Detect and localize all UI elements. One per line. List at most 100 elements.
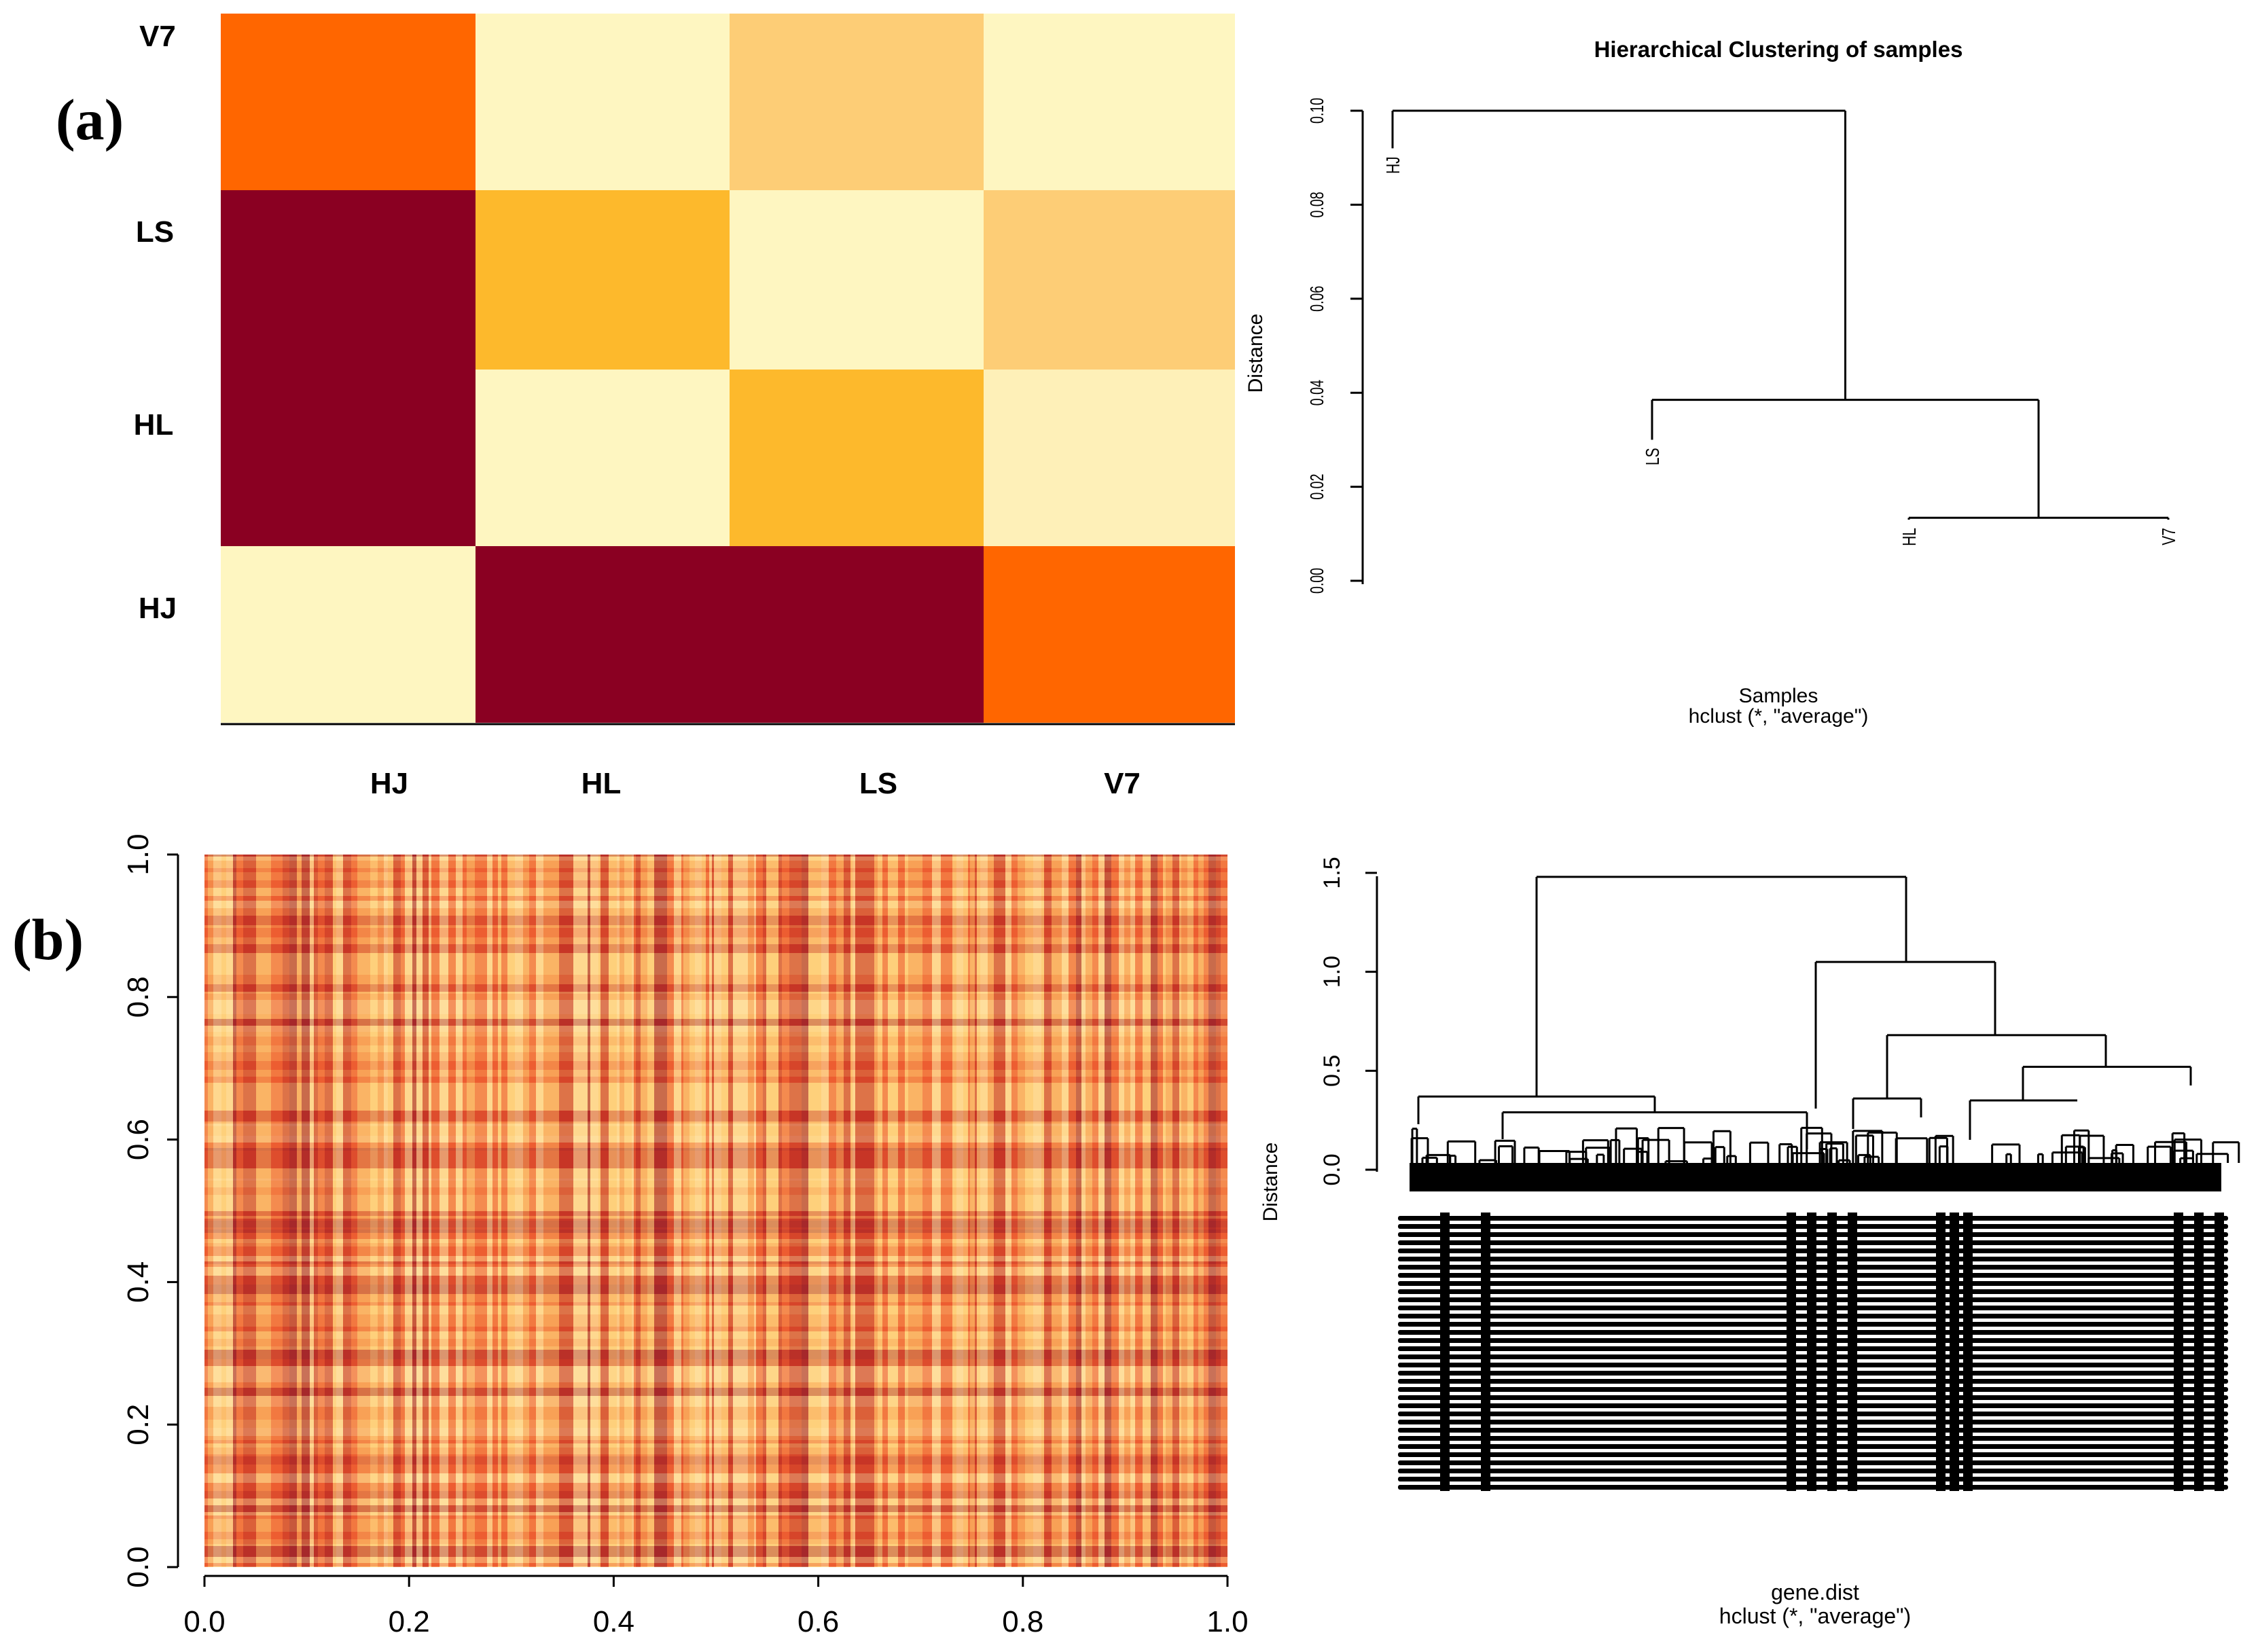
gene-heatmap-col — [581, 855, 588, 1567]
gene-heatmap-row — [204, 969, 1227, 975]
gene-heatmap-col — [733, 855, 740, 1567]
gene-heatmap-col — [814, 855, 821, 1567]
gene-heatmap-row — [204, 1219, 1227, 1221]
gene-heatmap-col — [882, 855, 888, 1567]
gene-heatmap-col — [598, 855, 600, 1567]
gene-heatmap-col — [855, 855, 861, 1567]
gene-heatmap-col — [1194, 855, 1198, 1567]
gene-heatmap-col — [498, 855, 501, 1567]
gene-heatmap-col — [590, 855, 598, 1567]
gene-heatmap-col — [853, 855, 855, 1567]
gene-heatmap-row — [204, 855, 1227, 857]
gene-heatmap-row — [204, 1557, 1227, 1563]
gene-heatmap-row — [204, 1546, 1227, 1554]
gene-heatmap-col — [357, 855, 363, 1567]
gene-heatmap-row — [204, 1503, 1227, 1505]
gene-heatmap-col — [927, 855, 932, 1567]
gene-heatmap-col — [573, 855, 581, 1567]
gene-heatmap-col — [728, 855, 733, 1567]
gene-heatmap-col — [213, 855, 221, 1567]
gene-heatmap-col — [384, 855, 388, 1567]
gene-heatmap-row — [204, 1267, 1227, 1276]
gene-heatmap-row — [204, 1041, 1227, 1045]
gene-heatmap-col — [507, 855, 515, 1567]
gene-heatmap-row — [204, 1318, 1227, 1327]
row-label-ls: LS — [136, 215, 174, 249]
gene-heatmap-col — [423, 855, 429, 1567]
gene-leaf-label-column — [2215, 1213, 2224, 1491]
gene-heatmap-col — [208, 855, 213, 1567]
gene-heatmap-row — [204, 1465, 1227, 1473]
gene-heatmap-col — [721, 855, 728, 1567]
gene-heatmap-row — [204, 1388, 1227, 1396]
gene-heatmap-row — [204, 1177, 1227, 1179]
gene-heatmap-col — [700, 855, 702, 1567]
gene-heatmap-col — [1198, 855, 1204, 1567]
gene-heatmap-row — [204, 868, 1227, 872]
gene-heatmap-col — [983, 855, 988, 1567]
gene-heatmap-row — [204, 984, 1227, 992]
gene-heatmap-col — [1098, 855, 1105, 1567]
heatmap-cell-hj-hj — [221, 546, 476, 723]
gene-heatmap-col — [1025, 855, 1033, 1567]
gene-heatmap-row — [204, 888, 1227, 896]
sample-dendrogram-tick-label: 0.02 — [1307, 474, 1328, 500]
gene-heatmap-x-tick-label: 0.2 — [389, 1605, 430, 1638]
gene-heatmap-row — [204, 1554, 1227, 1557]
gene-heatmap-row — [204, 857, 1227, 861]
gene-heatmap-col — [1092, 855, 1098, 1567]
gene-heatmap-col — [778, 855, 782, 1567]
gene-dendrogram-x-label: gene.dist — [1771, 1580, 1859, 1604]
heatmap-cell-hj-ls — [730, 546, 984, 723]
heatmap-cell-ls-hj — [221, 190, 476, 370]
gene-heatmap-col — [1001, 855, 1005, 1567]
gene-dendrogram-y-label: Distance — [1259, 1143, 1282, 1222]
gene-heatmap-row — [204, 1070, 1227, 1077]
gene-leaf-label-column — [1787, 1213, 1796, 1491]
gene-heatmap-col — [1119, 855, 1124, 1567]
heatmap-cell-hl-hl — [476, 370, 730, 546]
gene-heatmap-row — [204, 1327, 1227, 1331]
gene-heatmap-row — [204, 1221, 1227, 1227]
gene-heatmap-col — [634, 855, 636, 1567]
gene-heatmap-col — [617, 855, 620, 1567]
gene-heatmap-row — [204, 1026, 1227, 1032]
gene-heatmap-col — [236, 855, 243, 1567]
sample-dendrogram-tick-label: 0.04 — [1307, 380, 1328, 406]
gene-heatmap-row — [204, 861, 1227, 868]
gene-heatmap-x-tick-label: 1.0 — [1206, 1605, 1248, 1638]
gene-heatmap-col — [567, 855, 573, 1567]
gene-dendrogram-tree — [1410, 876, 2240, 1191]
gene-heatmap-col — [636, 855, 641, 1567]
gene-heatmap-col — [440, 855, 442, 1567]
gene-heatmap-col — [695, 855, 700, 1567]
gene-heatmap-row — [204, 916, 1227, 925]
gene-heatmap-col — [898, 855, 905, 1567]
gene-heatmap-row — [204, 1339, 1227, 1346]
row-label-hj: HJ — [139, 592, 177, 625]
gene-heatmap-row — [204, 1414, 1227, 1420]
gene-heatmap-col — [487, 855, 492, 1567]
gene-heatmap-col — [861, 855, 867, 1567]
gene-heatmap-col — [748, 855, 754, 1567]
gene-heatmap-col — [1216, 855, 1221, 1567]
leaf-label-v7: V7 — [2159, 528, 2180, 545]
gene-heatmap-row — [204, 1505, 1227, 1512]
sample-dendrogram-ticks: 0.00 0.02 0.04 0.06 0.08 0.10 — [1307, 98, 1363, 594]
gene-heatmap-row — [204, 1211, 1227, 1216]
gene-heatmap-col — [1170, 855, 1172, 1567]
gene-heatmap-row — [204, 1111, 1227, 1119]
gene-heatmap-col — [641, 855, 647, 1567]
gene-heatmap-x-tick-label: 0.6 — [797, 1605, 839, 1638]
heatmap-cell-ls-hl — [476, 190, 730, 370]
gene-leaf-label-column — [1848, 1213, 1857, 1491]
gene-heatmap-row — [204, 1396, 1227, 1401]
gene-heatmap-col — [536, 855, 543, 1567]
gene-leaf-label-column — [1827, 1213, 1837, 1491]
gene-heatmap-col — [297, 855, 302, 1567]
gene-heatmap-col — [1105, 855, 1111, 1567]
gene-heatmap-col — [1143, 855, 1151, 1567]
sample-dendrogram-tick-label: 0.08 — [1307, 192, 1328, 217]
gene-heatmap-col — [475, 855, 480, 1567]
col-label-v7: V7 — [1104, 767, 1141, 800]
